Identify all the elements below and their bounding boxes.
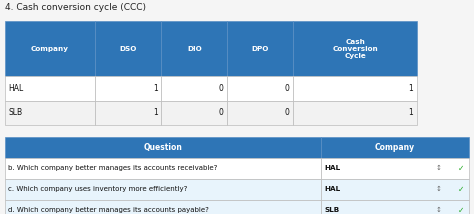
Bar <box>320 137 469 158</box>
Text: DSO: DSO <box>120 46 137 52</box>
Bar <box>320 200 469 214</box>
Text: HAL: HAL <box>9 84 24 93</box>
Text: d. Which company better manages its accounts payable?: d. Which company better manages its acco… <box>8 207 209 213</box>
Text: 1: 1 <box>409 108 413 117</box>
Text: ↕: ↕ <box>436 165 441 171</box>
Text: c. Which company uses inventory more efficiently?: c. Which company uses inventory more eff… <box>8 186 187 192</box>
Bar <box>5 137 320 158</box>
Bar <box>5 179 320 200</box>
Bar <box>162 21 228 76</box>
Text: Question: Question <box>143 143 182 152</box>
Text: Company: Company <box>31 46 69 52</box>
Bar <box>5 158 320 179</box>
Text: 0: 0 <box>219 108 224 117</box>
Bar <box>228 21 293 76</box>
Bar <box>162 101 228 125</box>
Text: DIO: DIO <box>187 46 202 52</box>
Text: DPO: DPO <box>252 46 269 52</box>
Text: HAL: HAL <box>324 186 340 192</box>
Text: ↕: ↕ <box>436 186 441 192</box>
Bar <box>95 21 162 76</box>
Text: Company: Company <box>375 143 415 152</box>
Bar <box>5 21 95 76</box>
Text: 1: 1 <box>409 84 413 93</box>
Text: HAL: HAL <box>324 165 340 171</box>
Bar <box>320 158 469 179</box>
Bar <box>5 76 95 101</box>
Bar <box>320 179 469 200</box>
Bar <box>293 76 417 101</box>
Text: 1: 1 <box>153 108 158 117</box>
Bar <box>95 76 162 101</box>
Bar <box>162 76 228 101</box>
Bar <box>228 101 293 125</box>
Text: SLB: SLB <box>9 108 23 117</box>
Text: ✓: ✓ <box>457 164 464 173</box>
Bar <box>293 101 417 125</box>
Text: ✓: ✓ <box>457 185 464 194</box>
Text: ↕: ↕ <box>436 207 441 213</box>
Bar <box>293 21 417 76</box>
Text: b. Which company better manages its accounts receivable?: b. Which company better manages its acco… <box>8 165 217 171</box>
Text: 0: 0 <box>285 84 290 93</box>
Text: 4. Cash conversion cycle (CCC): 4. Cash conversion cycle (CCC) <box>5 3 146 12</box>
Text: SLB: SLB <box>324 207 340 213</box>
Text: Cash
Conversion
Cycle: Cash Conversion Cycle <box>332 39 378 59</box>
Text: 0: 0 <box>285 108 290 117</box>
Text: 1: 1 <box>153 84 158 93</box>
Bar <box>5 101 95 125</box>
Bar <box>228 76 293 101</box>
Bar <box>95 101 162 125</box>
Text: ✓: ✓ <box>457 206 464 214</box>
Text: 0: 0 <box>219 84 224 93</box>
Bar <box>5 200 320 214</box>
